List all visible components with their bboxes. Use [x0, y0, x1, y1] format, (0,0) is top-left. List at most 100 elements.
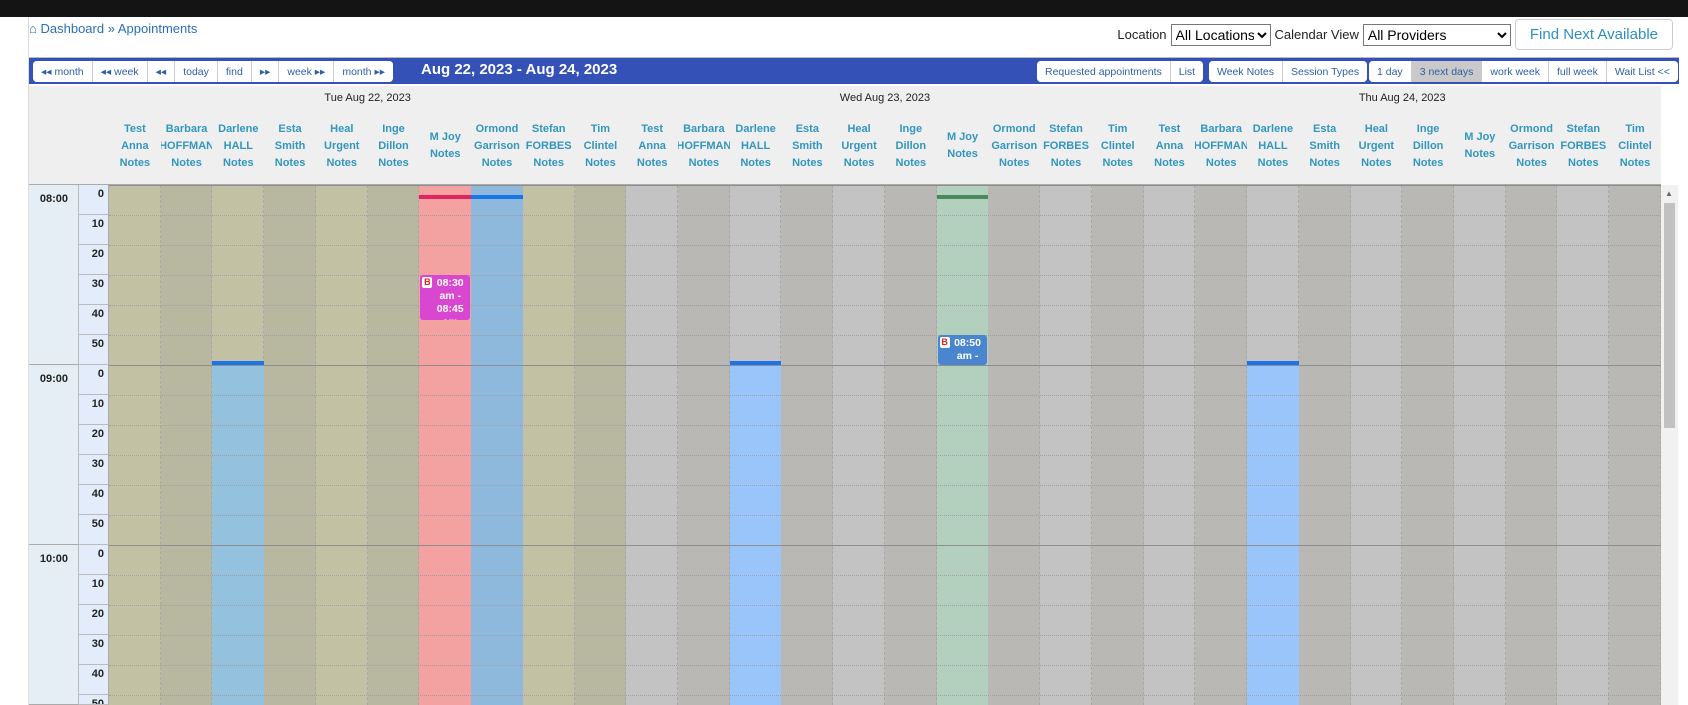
requested-appointments-button[interactable]: Requested appointments: [1037, 61, 1171, 82]
provider-header[interactable]: Ormond Garrison Notes: [991, 122, 1038, 169]
grid-line: [109, 575, 1661, 576]
provider-header[interactable]: M Joy Notes: [429, 131, 461, 160]
provider-header[interactable]: Inge Dillon Notes: [895, 122, 927, 169]
provider-header[interactable]: Inge Dillon Notes: [378, 122, 409, 169]
provider-header[interactable]: Test Anna Notes: [119, 122, 151, 169]
prev-month-button[interactable]: ◂◂ month: [33, 61, 93, 82]
provider-header[interactable]: Barbara HOFFMAN Notes: [160, 122, 213, 169]
provider-column[interactable]: [1453, 185, 1506, 705]
booked-badge-icon: B: [939, 337, 950, 348]
list-button[interactable]: List: [1170, 61, 1204, 82]
provider-column[interactable]: [1609, 185, 1661, 705]
provider-column[interactable]: [884, 185, 937, 705]
breadcrumb-appointments[interactable]: Appointments: [117, 21, 198, 36]
provider-header[interactable]: Heal Urgent Notes: [1358, 122, 1395, 169]
provider-column[interactable]: [678, 185, 730, 705]
provider-column[interactable]: [1557, 185, 1610, 705]
provider-column[interactable]: [1505, 185, 1558, 705]
provider-column[interactable]: [315, 185, 368, 705]
prev-week-button[interactable]: ◂◂ week: [92, 61, 148, 82]
provider-header[interactable]: Esta Smith Notes: [274, 122, 306, 169]
work-week-button[interactable]: work week: [1482, 61, 1549, 82]
scroll-up-icon[interactable]: ▲: [1665, 189, 1673, 198]
provider-header[interactable]: Barbara HOFFMAN Notes: [1195, 122, 1248, 169]
provider-column[interactable]: [522, 185, 575, 705]
provider-header[interactable]: Darlene HALL Notes: [735, 122, 776, 169]
provider-header[interactable]: Test Anna Notes: [636, 122, 668, 169]
3-next-days-button[interactable]: 3 next days: [1411, 61, 1483, 82]
home-icon[interactable]: ⌂: [29, 21, 37, 36]
provider-column[interactable]: [1402, 185, 1454, 705]
location-select[interactable]: All Locations: [1170, 23, 1271, 46]
available-slot[interactable]: [1247, 365, 1299, 705]
scrollbar-thumb[interactable]: [1664, 203, 1675, 428]
find-next-available-button[interactable]: Find Next Available: [1514, 19, 1673, 50]
session-types-button[interactable]: Session Types: [1283, 61, 1368, 82]
provider-header[interactable]: Tim Clintel Notes: [1618, 122, 1652, 169]
minute-label: 50: [79, 515, 109, 545]
appointment[interactable]: B 08:50 am - 09:00 am: [937, 335, 988, 365]
appointment[interactable]: B08:30 am - 08:45 am TEST, C-C: [420, 275, 471, 320]
available-slot[interactable]: [471, 185, 523, 705]
grid-line: [109, 275, 1661, 276]
next-month-button[interactable]: month ▸▸: [334, 61, 393, 82]
provider-column[interactable]: [160, 185, 213, 705]
provider-header[interactable]: Test Anna Notes: [1154, 122, 1185, 169]
provider-header[interactable]: Darlene HALL Notes: [218, 122, 259, 169]
available-slot[interactable]: [936, 185, 989, 705]
find-button[interactable]: find: [217, 61, 252, 82]
provider-header[interactable]: Esta Smith Notes: [1309, 122, 1340, 169]
provider-header[interactable]: Tim Clintel Notes: [583, 122, 618, 169]
grid-line: [109, 185, 1661, 186]
navigation-group: ◂◂ month ◂◂ week ◂◂ today find ▸▸ week ▸▸ month…: [33, 61, 393, 82]
today-button[interactable]: today: [175, 61, 218, 82]
provider-header[interactable]: Ormond Garrison Notes: [1508, 122, 1555, 169]
provider-header[interactable]: Stefan FORBES Notes: [1560, 122, 1607, 169]
provider-column[interactable]: [781, 185, 834, 705]
breadcrumb-dashboard[interactable]: Dashboard: [40, 21, 105, 36]
wait-list-button[interactable]: Wait List <<: [1606, 61, 1678, 82]
calendar-view-select[interactable]: All Providers: [1362, 23, 1511, 46]
provider-column[interactable]: [988, 185, 1041, 705]
minute-label: 30: [79, 635, 109, 665]
provider-column[interactable]: [109, 185, 161, 705]
provider-header[interactable]: Darlene HALL Notes: [1252, 122, 1294, 169]
booked-badge-icon: B: [422, 277, 433, 288]
calendar-toolbar: ◂◂ month ◂◂ week ◂◂ today find ▸▸ week ▸▸ month…: [29, 57, 1679, 84]
provider-column[interactable]: [626, 185, 679, 705]
provider-header[interactable]: Heal Urgent Notes: [324, 122, 360, 169]
prev-day-button[interactable]: ◂◂: [147, 61, 176, 82]
provider-header[interactable]: Tim Clintel Notes: [1100, 122, 1135, 169]
grid-line: [109, 605, 1661, 606]
minute-label: 50: [79, 695, 109, 705]
provider-column[interactable]: [574, 185, 627, 705]
provider-header[interactable]: M Joy Notes: [1464, 131, 1496, 160]
provider-header[interactable]: Esta Smith Notes: [792, 122, 823, 169]
provider-column[interactable]: [264, 185, 316, 705]
next-day-button[interactable]: ▸▸: [251, 61, 280, 82]
provider-column[interactable]: [1298, 185, 1351, 705]
provider-column[interactable]: [1143, 185, 1196, 705]
provider-column[interactable]: [367, 185, 420, 705]
provider-header[interactable]: Barbara HOFFMAN Notes: [678, 122, 730, 169]
1-day-button[interactable]: 1 day: [1369, 61, 1412, 82]
available-slot[interactable]: [729, 365, 782, 705]
week-notes-button[interactable]: Week Notes: [1209, 61, 1283, 82]
full-week-button[interactable]: full week: [1549, 61, 1607, 82]
provider-header[interactable]: Stefan FORBES Notes: [1043, 122, 1089, 169]
next-week-button[interactable]: week ▸▸: [279, 61, 335, 82]
provider-column[interactable]: [1195, 185, 1248, 705]
provider-column[interactable]: [1350, 185, 1403, 705]
provider-header[interactable]: Ormond Garrison Notes: [474, 122, 520, 169]
grid-scrollbar[interactable]: ▲: [1661, 185, 1678, 705]
provider-header[interactable]: Stefan FORBES Notes: [525, 122, 572, 169]
provider-column[interactable]: [1091, 185, 1144, 705]
provider-header[interactable]: Heal Urgent Notes: [841, 122, 877, 169]
availability-bar: [729, 361, 782, 365]
provider-header[interactable]: M Joy Notes: [946, 131, 979, 160]
available-slot[interactable]: [419, 185, 472, 705]
provider-header[interactable]: Inge Dillon Notes: [1412, 122, 1444, 169]
available-slot[interactable]: [212, 365, 265, 705]
provider-column[interactable]: [1040, 185, 1092, 705]
provider-column[interactable]: [833, 185, 885, 705]
